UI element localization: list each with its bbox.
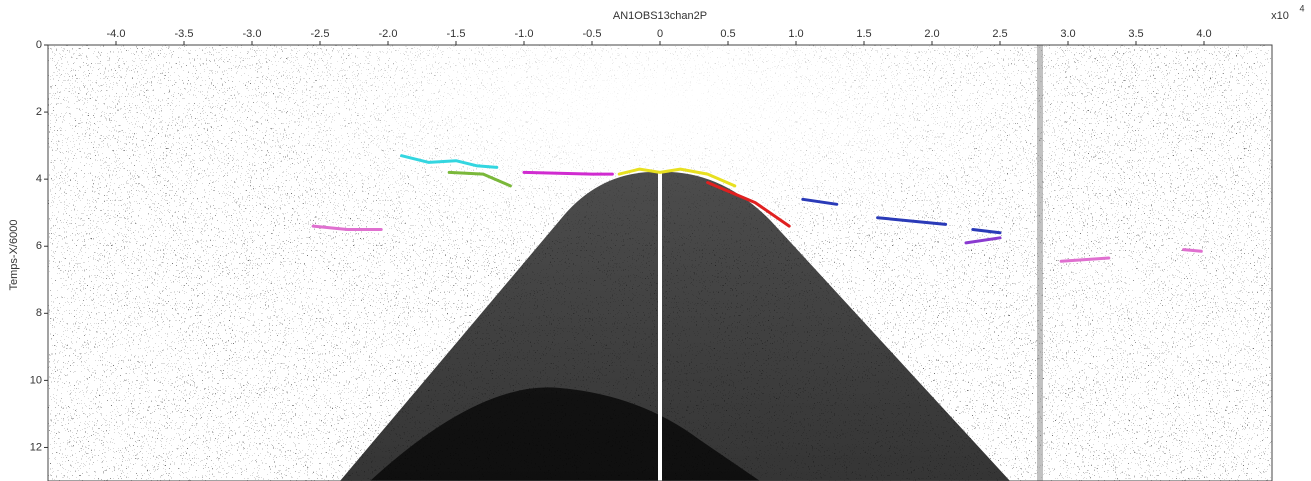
x-tick-label: -2.5 xyxy=(311,28,330,40)
chart-title: AN1OBS13chan2P xyxy=(613,10,707,22)
y-tick-label: 6 xyxy=(36,240,42,252)
x-tick-label: -1.0 xyxy=(515,28,534,40)
x-tick-label: 2.5 xyxy=(992,28,1007,40)
x-tick-label: -1.5 xyxy=(447,28,466,40)
x-multiplier: x10 xyxy=(1271,10,1289,22)
y-tick-label: 12 xyxy=(30,441,42,453)
pick-line xyxy=(311,224,1203,263)
x-tick-label: -3.0 xyxy=(243,28,262,40)
x-tick-label: 0.5 xyxy=(720,28,735,40)
x-tick-label: -4.0 xyxy=(107,28,126,40)
seismic-section xyxy=(48,45,1272,481)
x-tick-label: 1.0 xyxy=(788,28,803,40)
x-tick-label: -0.5 xyxy=(583,28,602,40)
pick-line xyxy=(801,197,1002,235)
pick-line xyxy=(522,170,614,176)
y-tick-label: 8 xyxy=(36,307,42,319)
pick-line xyxy=(400,154,499,169)
y-tick-label: 0 xyxy=(36,39,42,51)
x-tick-label: 2.0 xyxy=(924,28,939,40)
y-tick-label: 2 xyxy=(36,106,42,118)
x-tick-label: -2.0 xyxy=(379,28,398,40)
pick-line xyxy=(706,181,791,228)
pick-line xyxy=(964,236,1002,245)
y-axis-label: Temps-X/6000 xyxy=(8,220,20,291)
x-tick-label: -3.5 xyxy=(175,28,194,40)
x-exponent: 4 xyxy=(1299,3,1304,13)
pick-line xyxy=(447,170,512,188)
x-tick-label: 4.0 xyxy=(1196,28,1211,40)
y-tick-label: 4 xyxy=(36,173,42,185)
pick-line xyxy=(617,167,737,188)
x-tick-label: 0 xyxy=(657,28,663,40)
x-tick-label: 3.0 xyxy=(1060,28,1075,40)
deep-arrival xyxy=(370,387,760,481)
x-tick-label: 3.5 xyxy=(1128,28,1143,40)
x-tick-label: 1.5 xyxy=(856,28,871,40)
y-tick-label: 10 xyxy=(30,374,42,386)
